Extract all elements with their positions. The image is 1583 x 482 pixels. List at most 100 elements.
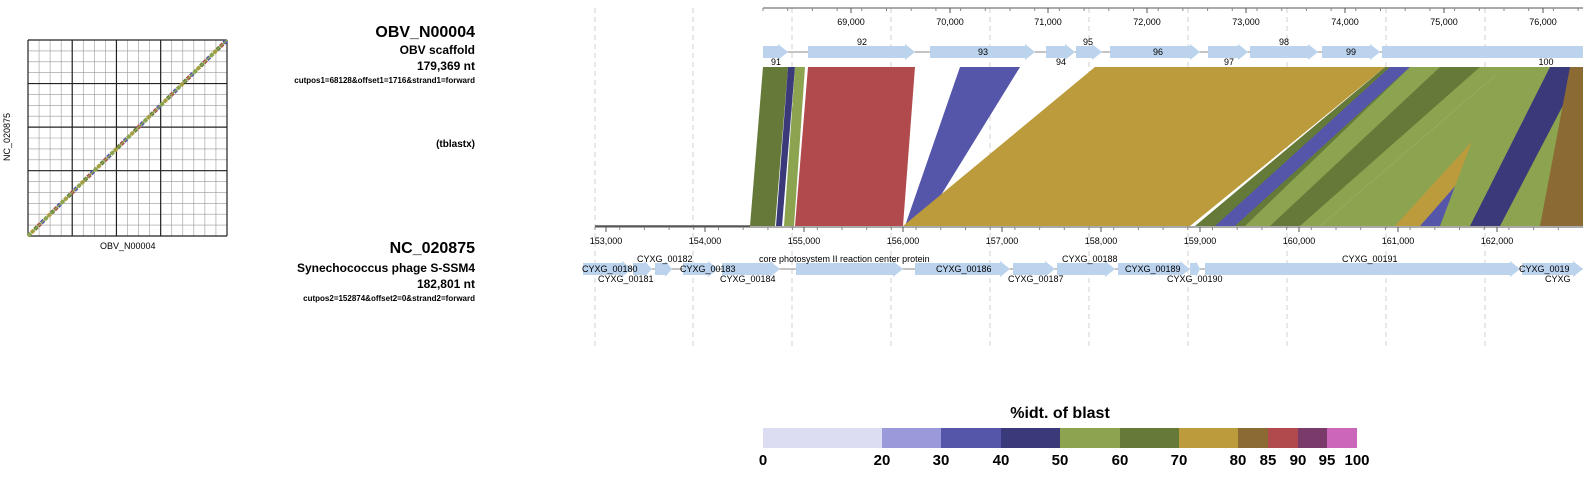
homology-link[interactable] [1270,67,1480,226]
query-length: 179,369 nt [416,59,475,73]
bottom-axis-tick-label: 155,000 [787,236,821,246]
subject-gene-arrow[interactable] [655,261,672,277]
top-axis-tick-label: 73,000 [1232,17,1260,27]
query-gene-arrow[interactable] [763,44,788,60]
subject-gene-arrow[interactable] [633,261,652,277]
subject-gene-arrow[interactable] [1057,261,1115,277]
bottom-axis-tick-label: 160,000 [1282,236,1316,246]
subject-gene-label: CYXG_00182 [637,254,693,264]
homology-link[interactable] [750,67,788,226]
top-axis-tick-label: 72,000 [1133,17,1161,27]
subject-gene-arrow[interactable] [796,261,903,277]
legend-color-bin [1238,428,1268,448]
query-description: OBV scaffold [399,43,475,57]
legend-tick-label: 40 [992,452,1010,469]
subject-gene-arrow[interactable] [1013,261,1055,277]
legend-tick-label: 70 [1170,452,1188,469]
legend-color-bin [1179,428,1238,448]
legend-color-bin [1268,428,1298,448]
top-axis-tick-label: 69,000 [837,17,865,27]
bottom-axis-tick-label: 159,000 [1183,236,1217,246]
subject-gene-label: CYXG_00183 [680,264,736,274]
homology-link[interactable] [784,67,805,226]
blast-method: (tblastx) [436,139,475,150]
legend-tick-label: 90 [1289,452,1307,469]
homology-link[interactable] [795,67,915,226]
dot-plot-canvas [26,39,228,238]
query-gene-arrow[interactable] [1208,44,1248,60]
query-params: cutpos1=68128&offset1=1716&strand1=forwa… [294,76,475,85]
subject-params: cutpos2=152874&offset2=0&strand2=forward [303,294,475,303]
homology-link[interactable] [903,67,1385,226]
subject-gene-arrow[interactable] [1190,261,1200,277]
subject-gene-arrow[interactable] [683,261,718,277]
legend-color-bin [1298,428,1327,448]
homology-link[interactable] [910,67,1020,226]
subject-gene-label: CYXG_0019 [1519,264,1570,274]
subject-gene-label: CYXG [1545,274,1571,284]
legend-tick-label: 100 [1344,452,1370,469]
query-gene-label: 95 [1082,37,1093,47]
bottom-axis-tick-label: 158,000 [1084,236,1118,246]
bottom-axis-tick-label: 161,000 [1381,236,1415,246]
subject-gene-arrow[interactable] [722,261,780,277]
bottom-axis-tick-label: 157,000 [985,236,1019,246]
subject-gene-label: CYXG_00190 [1167,274,1223,284]
dot-plot [0,0,240,260]
top-axis-tick-label: 71,000 [1034,17,1062,27]
subject-gene-label: CYXG_00180 [582,264,638,274]
bottom-axis-tick-label: 153,000 [589,236,623,246]
subject-gene-label: CYXG_00184 [720,274,776,284]
query-gene-label: 94 [1055,57,1066,67]
query-gene-arrow[interactable] [1322,44,1380,60]
query-gene-label: 92 [856,37,867,47]
subject-gene-arrow[interactable] [1205,261,1520,277]
subject-gene-label: core photosystem II reaction center prot… [759,254,930,264]
subject-gene-label: CYXG_00191 [1342,254,1398,264]
query-gene-label: 91 [770,57,781,67]
query-gene-arrow[interactable] [1382,44,1583,60]
query-gene-label: 93 [977,47,988,57]
legend-tick-label: 95 [1318,452,1336,469]
subject-gene-label: CYXG_00188 [1062,254,1118,264]
subject-gene-label: CYXG_00186 [936,264,992,274]
query-gene-arrow[interactable] [1076,44,1102,60]
homology-link[interactable] [1470,67,1583,226]
legend-color-bin [1001,428,1060,448]
legend-tick-label: 30 [932,452,950,469]
bottom-axis-tick-label: 156,000 [886,236,920,246]
homology-link[interactable] [1215,67,1410,226]
homology-link[interactable] [1540,67,1583,226]
legend-color-bin [763,428,882,448]
subject-gene-arrow[interactable] [915,261,1010,277]
query-gene-arrow[interactable] [1110,44,1200,60]
subject-gene-arrow[interactable] [1522,261,1583,277]
legend-tick-label: 20 [873,452,891,469]
identity-legend [763,428,1363,450]
query-gene-label: 98 [1278,37,1289,47]
legend-color-bin [1060,428,1120,448]
subject-gene-label: CYXG_00181 [598,274,654,284]
legend-tick-label: 60 [1111,452,1129,469]
legend-tick-label: 0 [758,452,768,469]
legend-tick-label: 80 [1229,452,1247,469]
query-name: OBV_N00004 [375,24,475,41]
query-gene-arrow[interactable] [930,44,1035,60]
subject-length: 182,801 nt [416,277,475,291]
subject-gene-label: CYXG_00189 [1125,264,1181,274]
dot-plot-x-label: OBV_N00004 [100,241,156,251]
legend-tick-label: 50 [1051,452,1069,469]
homology-link[interactable] [776,67,795,226]
subject-gene-label: CYXG_00187 [1008,274,1064,284]
subject-gene-arrow[interactable] [1118,261,1190,277]
comparison-view[interactable] [0,0,1583,360]
query-gene-arrow[interactable] [808,44,915,60]
legend-title: %idt. of blast [1010,405,1110,422]
subject-gene-arrow[interactable] [583,261,632,277]
top-axis-tick-label: 74,000 [1331,17,1359,27]
query-gene-label: 99 [1345,47,1356,57]
legend-tick-label: 85 [1259,452,1277,469]
query-gene-label: 100 [1538,57,1554,67]
query-gene-arrow[interactable] [1250,44,1318,60]
query-gene-arrow[interactable] [1046,44,1075,60]
